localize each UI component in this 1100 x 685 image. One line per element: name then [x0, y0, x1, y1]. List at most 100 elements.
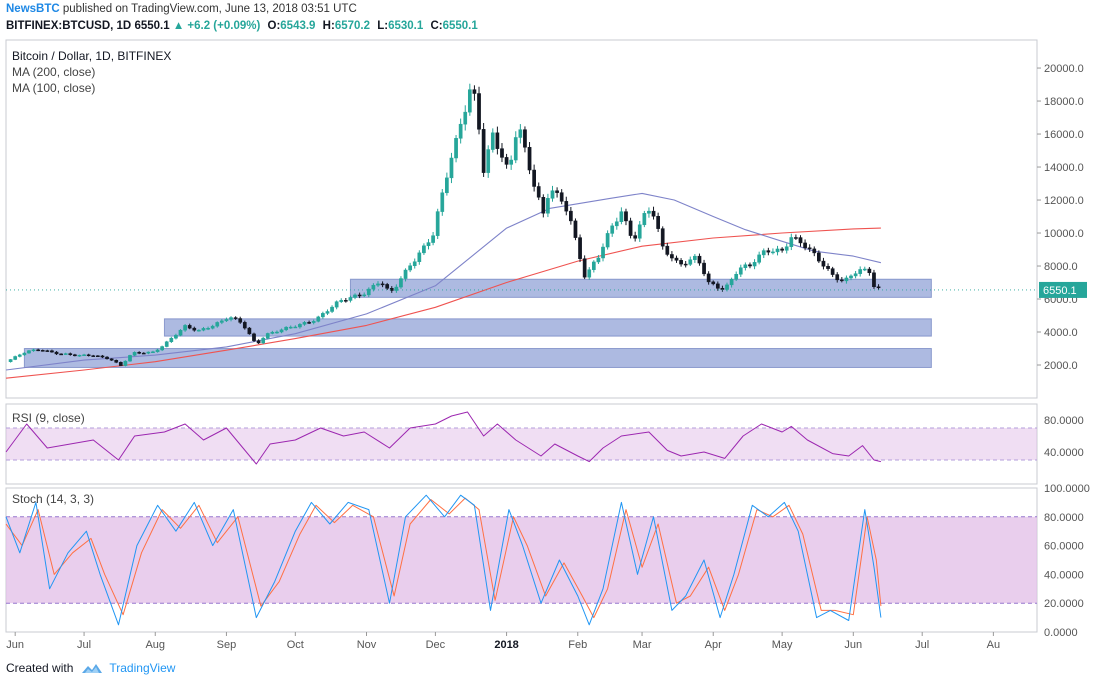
candle	[752, 259, 757, 270]
candle	[440, 188, 445, 216]
candle-body	[569, 210, 573, 222]
candle	[807, 244, 812, 253]
candle	[178, 329, 183, 337]
candle	[45, 349, 50, 352]
candle	[403, 268, 408, 282]
candle	[376, 281, 380, 288]
time-tick-label: Feb	[568, 639, 587, 651]
candle	[431, 231, 435, 246]
time-tick-label: 2018	[494, 639, 518, 651]
candle-body	[876, 286, 881, 289]
candle-body	[146, 351, 151, 354]
candle	[252, 332, 256, 343]
candle	[683, 260, 688, 268]
candle	[13, 355, 18, 361]
publish-line: NewsBTC published on TradingView.com, Ju…	[6, 3, 357, 15]
candle	[54, 351, 59, 355]
candle-body	[867, 268, 872, 274]
candle-body	[284, 326, 288, 331]
candle	[587, 267, 592, 280]
candle	[261, 336, 266, 345]
candle-body	[8, 359, 13, 362]
candle	[325, 309, 330, 316]
time-tick-label: Jun	[6, 639, 24, 651]
candle	[233, 316, 238, 320]
candle-body	[798, 237, 803, 244]
rsi-line	[5, 411, 882, 465]
candle	[486, 145, 491, 178]
candle-body	[242, 322, 247, 329]
candle-body	[821, 260, 826, 267]
candle	[656, 212, 660, 232]
candle	[77, 354, 82, 357]
candle-body	[279, 329, 284, 333]
candle	[876, 284, 881, 290]
symbol-label: BITFINEX:BTCUSD, 1D	[6, 20, 132, 32]
time-tick-label: Nov	[357, 639, 377, 651]
candle	[357, 292, 362, 299]
candle-body	[100, 355, 105, 358]
candle	[128, 354, 132, 362]
candle	[628, 217, 633, 239]
candle	[422, 243, 426, 255]
candle	[137, 351, 142, 355]
last-price: 6550.1	[134, 20, 170, 32]
price-pane-frame	[5, 39, 1038, 399]
candle-body	[229, 317, 233, 320]
candle-body	[54, 351, 59, 355]
candle-body	[826, 266, 830, 269]
candle-body	[275, 331, 279, 334]
stoch-tick-label: 60.0000	[1044, 541, 1084, 553]
candle-body	[73, 354, 77, 357]
candle	[504, 153, 509, 169]
candle	[569, 207, 573, 225]
candle-body	[844, 277, 849, 282]
stoch-tick-label: 100.0000	[1044, 483, 1090, 495]
time-tick-label: Sep	[217, 639, 237, 651]
candle	[426, 238, 431, 250]
candle	[371, 283, 376, 292]
candle	[463, 105, 468, 131]
candle	[298, 323, 302, 329]
candle	[91, 354, 96, 357]
candle	[812, 246, 817, 257]
candle-body	[674, 257, 679, 261]
candle-body	[440, 192, 445, 212]
candle	[541, 194, 546, 218]
candle	[307, 320, 311, 325]
candle	[614, 217, 619, 230]
candle	[670, 251, 674, 262]
price-tick-label: 4000.0	[1044, 327, 1078, 339]
candle	[316, 315, 321, 323]
candle-body	[422, 245, 426, 254]
candle	[821, 257, 826, 270]
candle	[495, 126, 500, 155]
candle	[224, 317, 229, 322]
candle	[270, 330, 275, 335]
candle-body	[435, 211, 440, 236]
candle	[284, 326, 288, 332]
candle	[849, 274, 853, 281]
candle-body	[316, 316, 321, 322]
candle-body	[536, 186, 541, 198]
candle-body	[679, 260, 683, 265]
candle-body	[725, 284, 729, 290]
candle	[702, 259, 706, 277]
brand-name[interactable]: NewsBTC	[6, 3, 60, 15]
tradingview-link[interactable]: TradingView	[109, 661, 176, 675]
candle-body	[711, 281, 716, 285]
candle-body	[50, 350, 54, 353]
candle	[835, 272, 840, 283]
candle-body	[458, 123, 463, 139]
candle	[660, 226, 665, 250]
candle	[679, 258, 683, 267]
candle-body	[720, 288, 725, 290]
candle	[610, 223, 615, 237]
candle	[743, 262, 748, 271]
candle-body	[784, 246, 789, 251]
candle-body	[523, 129, 527, 148]
candle-body	[247, 327, 252, 335]
candle-body	[123, 360, 128, 366]
price-tick-label: 16000.0	[1044, 129, 1084, 141]
